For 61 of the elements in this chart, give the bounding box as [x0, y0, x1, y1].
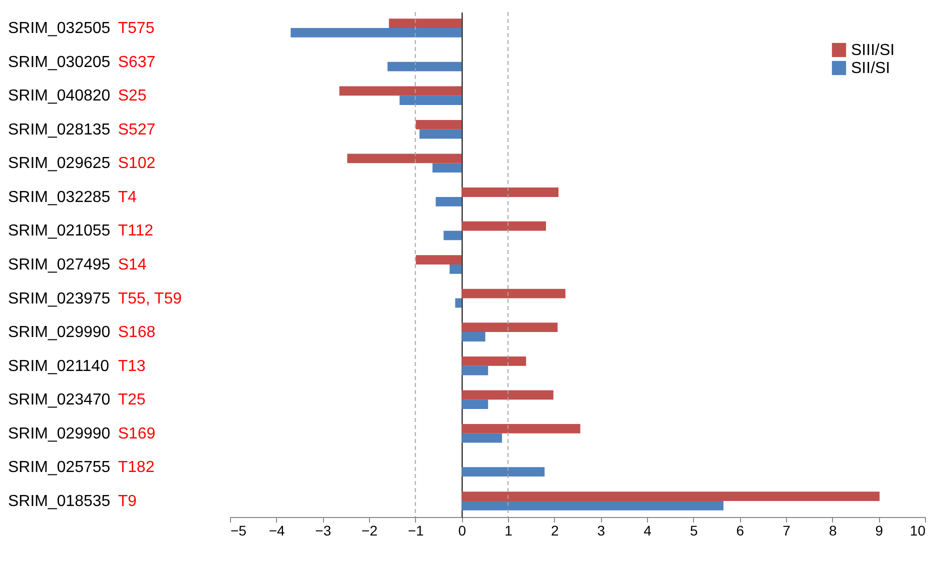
category-label: SRIM_027495 S14 — [8, 256, 146, 274]
bar — [462, 288, 566, 298]
category-label: SRIM_029990 S169 — [8, 425, 156, 442]
bar — [455, 298, 462, 308]
x-tick-label: −3 — [315, 522, 332, 538]
bar — [290, 28, 462, 38]
bar — [432, 163, 462, 173]
x-tick-label: 9 — [875, 522, 884, 538]
category-label: SRIM_032285 T4 — [8, 188, 137, 206]
bar — [462, 322, 558, 332]
x-tick-label: 6 — [736, 522, 744, 538]
legend-label: SII/SI — [851, 60, 890, 77]
bar — [462, 424, 580, 434]
x-tick-label: 5 — [690, 522, 698, 538]
bar — [420, 129, 462, 139]
bar — [347, 154, 462, 164]
category-label: SRIM_021140 T13 — [8, 358, 146, 375]
bar — [462, 400, 488, 409]
bar — [462, 366, 488, 376]
bar — [444, 230, 462, 240]
bar — [400, 96, 462, 105]
category-label: SRIM_029990 S168 — [8, 324, 156, 342]
x-tick-label: 7 — [782, 522, 791, 538]
x-tick-label: −5 — [230, 522, 247, 538]
bar — [462, 390, 554, 400]
x-tick-label: 3 — [597, 522, 606, 538]
bar — [462, 467, 545, 477]
category-label: SRIM_023470 T25 — [8, 392, 146, 409]
x-tick-label: 2 — [550, 522, 559, 538]
legend-label: SIII/SI — [851, 42, 895, 59]
x-tick-label: 8 — [828, 522, 837, 538]
category-label: SRIM_021055 T112 — [8, 222, 154, 240]
bar — [462, 433, 502, 443]
bar — [388, 18, 462, 28]
x-tick-label: 4 — [644, 522, 652, 538]
x-tick-label: 10 — [910, 522, 926, 538]
category-label: SRIM_028135 S527 — [8, 121, 156, 138]
bar — [416, 255, 462, 264]
bar — [416, 120, 462, 130]
bar — [462, 221, 546, 231]
x-tick-label: −1 — [408, 522, 424, 538]
bar — [462, 356, 526, 366]
bar — [462, 492, 880, 501]
x-tick-label: 0 — [458, 522, 466, 538]
category-label: SRIM_040820 S25 — [8, 88, 146, 105]
bar — [450, 264, 462, 274]
bar — [462, 500, 724, 510]
x-tick-label: −4 — [268, 522, 286, 538]
category-label: SRIM_029625 S102 — [8, 155, 156, 172]
bar — [339, 86, 462, 96]
bar — [388, 62, 462, 72]
category-label: SRIM_025755 T182 — [8, 459, 154, 476]
x-tick-label: 1 — [504, 522, 513, 538]
category-label: SRIM_030205 S637 — [8, 54, 156, 71]
x-tick-label: −2 — [362, 522, 378, 538]
bar — [436, 196, 462, 206]
category-label: SRIM_023975 T55, T59 — [8, 290, 182, 308]
category-label: SRIM_018535 T9 — [8, 492, 137, 510]
bar — [462, 188, 559, 197]
category-label: SRIM_032505 T575 — [8, 20, 154, 38]
bar — [462, 332, 486, 342]
